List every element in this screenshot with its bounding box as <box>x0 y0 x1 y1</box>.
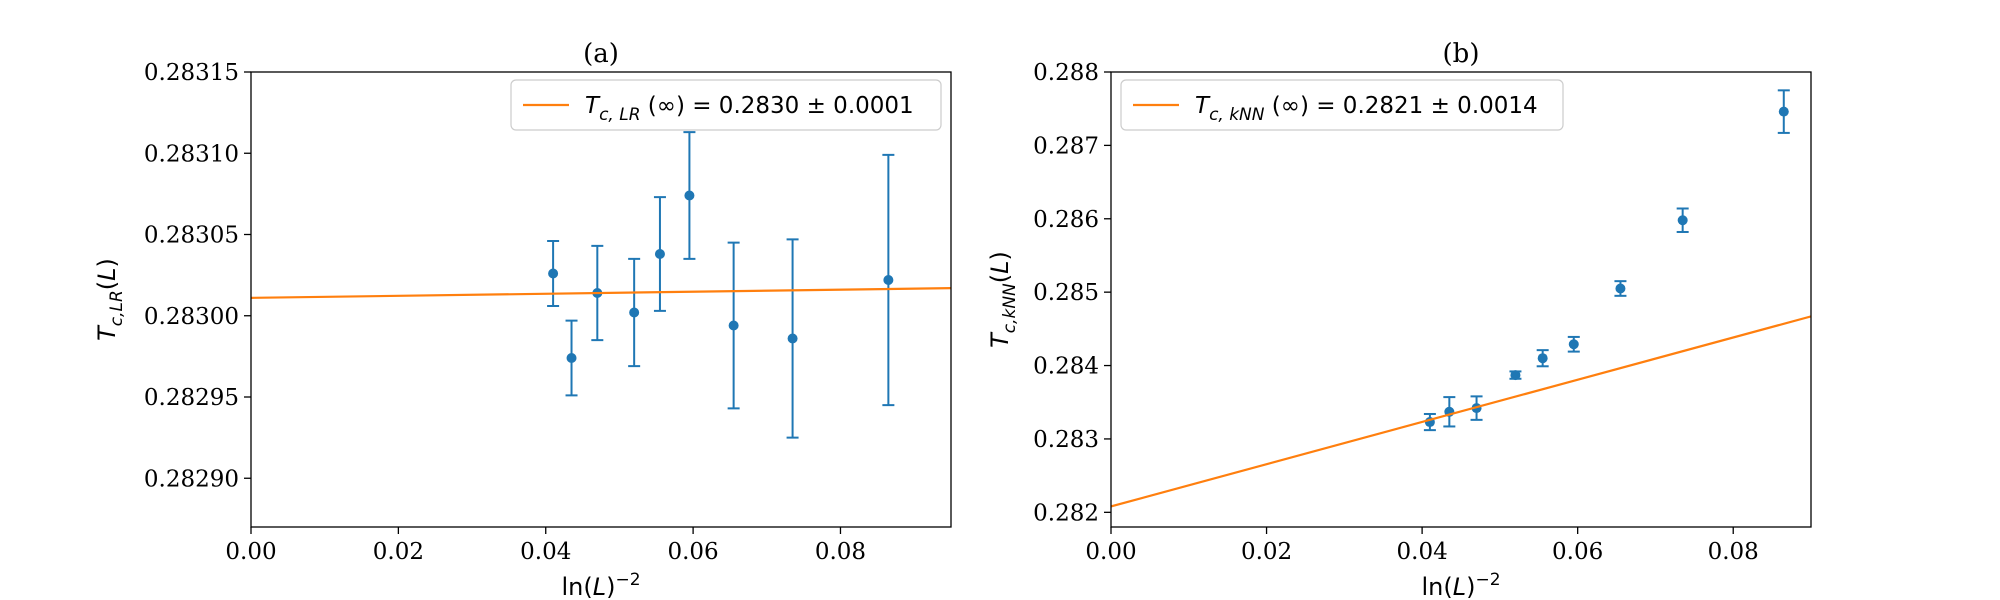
axes-frame <box>1110 71 1812 528</box>
x-tick-label: 0.02 <box>1241 539 1292 565</box>
x-tick-label: 0.06 <box>1552 539 1603 565</box>
x-tick-label: 0.06 <box>667 539 718 565</box>
data-point <box>786 238 799 439</box>
y-tick-label: 0.283 <box>1033 427 1099 453</box>
data-point <box>882 153 895 407</box>
x-tick-label: 0.00 <box>1085 539 1136 565</box>
x-tick-label: 0.08 <box>815 539 866 565</box>
data-point <box>628 257 641 368</box>
legend-label: Tc, LR (∞) = 0.2830 ± 0.0001 <box>585 93 914 125</box>
data-marker <box>548 268 559 279</box>
chart-panel-a: (a) 0.00 0.02 0.04 0.06 0.08 0.28290 0.28295 0.2… <box>93 39 952 600</box>
x-tick-label: 0.04 <box>520 539 571 565</box>
data-marker <box>629 307 640 318</box>
data-point <box>1614 280 1627 297</box>
data-marker <box>883 275 894 285</box>
legend-label: Tc, kNN (∞) = 0.2821 ± 0.0014 <box>1195 93 1538 125</box>
data-point <box>1509 370 1522 381</box>
data-point <box>653 196 666 312</box>
data-point <box>1567 335 1580 353</box>
chart-panel-b: (b) 0.00 0.02 0.04 0.06 0.08 0.282 0.283 0.284 0.… <box>986 39 1812 600</box>
data-marker <box>1677 215 1688 226</box>
y-tick-label: 0.284 <box>1033 354 1099 380</box>
y-tick-label: 0.28295 <box>144 385 239 411</box>
data-marker <box>1568 339 1579 350</box>
fit-line <box>251 287 951 299</box>
legend-box <box>1120 79 1564 131</box>
data-point <box>727 241 740 410</box>
y-axis-label: Tc,LR(L) <box>93 258 127 341</box>
x-tick-label: 0.08 <box>1708 539 1759 565</box>
x-tick-label: 0.02 <box>373 539 424 565</box>
data-point <box>547 240 560 307</box>
data-marker <box>1778 106 1789 117</box>
legend-box <box>510 79 942 131</box>
plot-area <box>1111 89 1811 508</box>
axes-frame <box>250 71 952 528</box>
fit-line <box>1111 315 1811 508</box>
data-marker <box>684 190 695 201</box>
data-marker <box>787 333 798 344</box>
data-marker <box>728 320 739 331</box>
data-point <box>1676 207 1689 233</box>
y-tick-label: 0.28290 <box>144 466 239 492</box>
y-tick-label: 0.28310 <box>144 141 239 167</box>
x-axis-label: ln(L)−2 <box>1421 570 1500 600</box>
data-point <box>1777 89 1790 134</box>
x-tick-label: 0.04 <box>1397 539 1448 565</box>
y-tick-label: 0.28300 <box>144 304 239 330</box>
legend: Tc, LR (∞) = 0.2830 ± 0.0001 <box>510 79 942 131</box>
y-tick-label: 0.28315 <box>144 60 239 86</box>
data-marker <box>1510 370 1521 381</box>
data-marker <box>566 353 577 363</box>
y-tick-label: 0.286 <box>1033 207 1099 233</box>
legend: Tc, kNN (∞) = 0.2821 ± 0.0014 <box>1120 79 1564 131</box>
data-marker <box>1537 353 1548 364</box>
y-tick-label: 0.287 <box>1033 133 1099 159</box>
panel-title: (a) <box>583 39 619 69</box>
data-marker <box>654 249 665 259</box>
data-point <box>1536 349 1549 368</box>
y-axis-label: Tc,kNN(L) <box>986 251 1020 348</box>
panel-title: (b) <box>1443 39 1480 69</box>
data-point <box>565 319 578 397</box>
y-tick-label: 0.285 <box>1033 280 1099 306</box>
y-tick-label: 0.28305 <box>144 223 239 249</box>
plot-area <box>251 131 951 439</box>
x-tick-label: 0.00 <box>225 539 276 565</box>
y-tick-label: 0.288 <box>1033 60 1099 86</box>
x-axis-label: ln(L)−2 <box>561 570 640 600</box>
data-marker <box>1615 283 1626 294</box>
y-tick-label: 0.282 <box>1033 500 1099 526</box>
data-point <box>683 131 696 260</box>
data-point <box>1443 396 1456 428</box>
